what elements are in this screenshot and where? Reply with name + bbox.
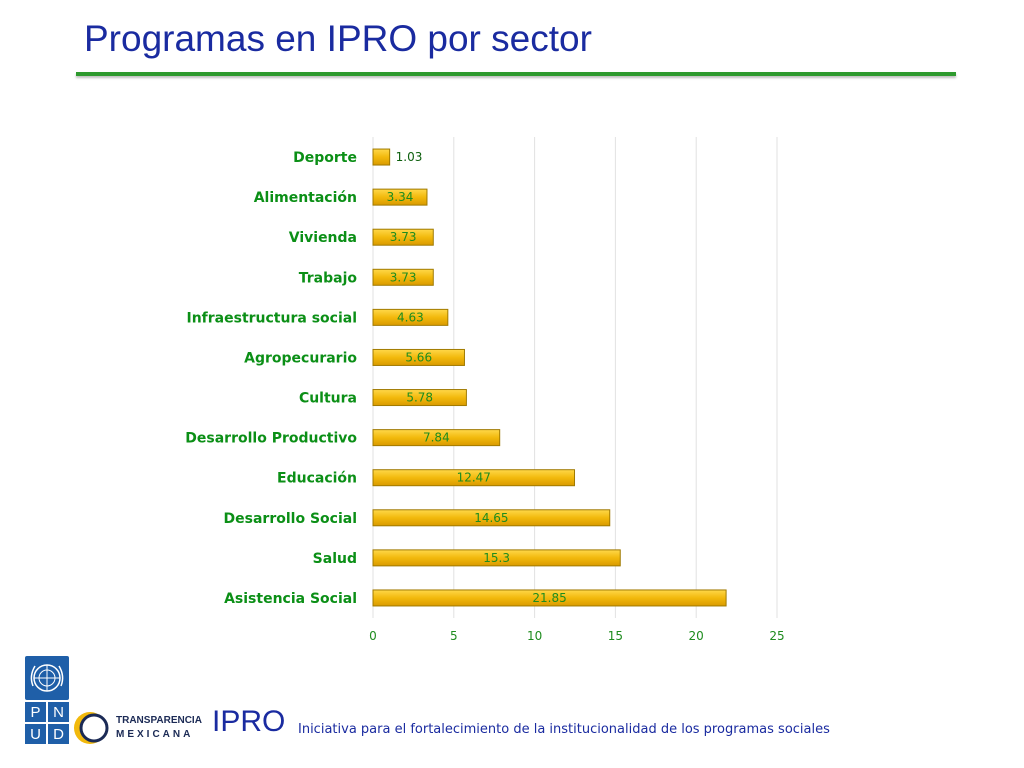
x-tick-label-5: 25 bbox=[769, 629, 784, 643]
category-label-2: Vivienda bbox=[289, 230, 357, 246]
category-label-5: Agropecurario bbox=[244, 350, 357, 366]
value-label-2: 3.73 bbox=[390, 230, 417, 244]
bar-6 bbox=[372, 389, 467, 407]
value-label-4: 4.63 bbox=[397, 310, 424, 324]
value-label-9: 14.65 bbox=[474, 511, 508, 525]
category-label-9: Desarrollo Social bbox=[224, 511, 357, 527]
bar-7 bbox=[372, 429, 501, 447]
slide-title: Programas en IPRO por sector bbox=[84, 18, 592, 59]
bar-5 bbox=[372, 348, 465, 366]
category-label-4: Infraestructura social bbox=[187, 310, 358, 326]
ipro-tagline: Iniciativa para el fortalecimiento de la… bbox=[298, 722, 830, 737]
category-label-0: Deporte bbox=[293, 150, 357, 166]
bar-chart: 0 5 10 15 20 25 Deporte 1.03 Alimentación 3.34 Viv… bbox=[185, 137, 785, 643]
pnud-letter-p: P bbox=[25, 702, 46, 722]
bar-11 bbox=[372, 589, 727, 607]
x-tick-label-1: 5 bbox=[450, 629, 458, 643]
value-label-11: 21.85 bbox=[532, 591, 566, 605]
bar-10 bbox=[372, 549, 621, 567]
value-label-8: 12.47 bbox=[457, 471, 491, 485]
value-label-5: 5.66 bbox=[405, 350, 432, 364]
category-label-11: Asistencia Social bbox=[224, 591, 357, 607]
value-label-3: 3.73 bbox=[390, 270, 417, 284]
pnud-letter-n: N bbox=[48, 702, 69, 722]
category-label-10: Salud bbox=[313, 551, 357, 567]
transparencia-mexicana-logo: TRANSPARENCIA MEXICANA bbox=[72, 708, 212, 748]
x-tick-label-2: 10 bbox=[527, 629, 542, 643]
bar-8 bbox=[372, 469, 576, 487]
x-tick-label-3: 15 bbox=[608, 629, 623, 643]
value-label-6: 5.78 bbox=[406, 391, 433, 405]
category-label-6: Cultura bbox=[299, 391, 357, 407]
bar-3 bbox=[372, 268, 434, 286]
title-underline bbox=[76, 72, 956, 76]
pnud-logo: P N U D bbox=[25, 656, 69, 744]
tm-name-line1: TRANSPARENCIA bbox=[116, 715, 202, 726]
tm-name-line2: MEXICANA bbox=[116, 729, 194, 740]
x-tick-label-4: 20 bbox=[689, 629, 704, 643]
x-tick-label-0: 0 bbox=[369, 629, 377, 643]
bar-9 bbox=[372, 509, 611, 527]
un-emblem-icon bbox=[25, 656, 69, 700]
bar-2 bbox=[372, 228, 434, 246]
pnud-letter-u: U bbox=[25, 724, 46, 744]
footer: P N U D TRANSPARENCIA MEXICANA IPRO Inic… bbox=[0, 650, 1024, 768]
category-label-7: Desarrollo Productivo bbox=[185, 431, 357, 447]
bar-1 bbox=[372, 188, 428, 206]
value-label-0: 1.03 bbox=[396, 150, 423, 164]
pnud-letter-d: D bbox=[48, 724, 69, 744]
value-label-7: 7.84 bbox=[423, 431, 450, 445]
value-label-10: 15.3 bbox=[483, 551, 510, 565]
category-label-1: Alimentación bbox=[254, 190, 357, 206]
category-label-8: Educación bbox=[277, 471, 357, 487]
ipro-brand: IPRO bbox=[212, 705, 286, 738]
value-label-1: 3.34 bbox=[387, 190, 414, 204]
bar-0 bbox=[372, 148, 391, 166]
tm-sun-icon bbox=[74, 712, 109, 744]
category-label-3: Trabajo bbox=[299, 270, 358, 286]
bar-4 bbox=[372, 308, 449, 326]
